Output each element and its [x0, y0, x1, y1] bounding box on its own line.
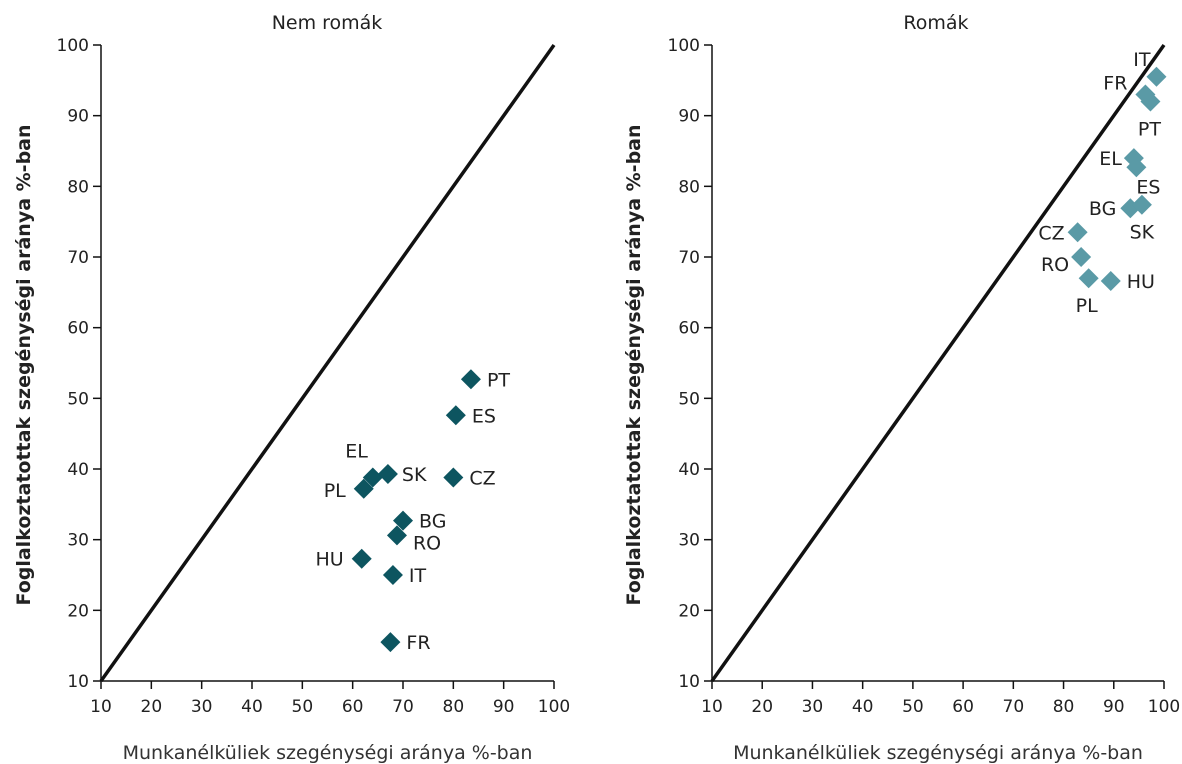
y-tick-label: 100	[668, 36, 700, 56]
y-tick-label: 70	[678, 248, 700, 268]
y-tick-label: 50	[678, 389, 700, 409]
point-label-ro: RO	[1041, 254, 1069, 276]
x-tick-label: 60	[342, 697, 364, 717]
data-point-it	[383, 565, 403, 585]
point-label-ro: RO	[413, 532, 441, 554]
x-tick-label: 70	[392, 697, 414, 717]
y-tick-label: 50	[67, 389, 89, 409]
y-tick-label: 20	[67, 601, 89, 621]
point-label-pt: PT	[1138, 119, 1161, 141]
y-tick-label: 60	[67, 319, 89, 339]
reference-diagonal-line	[101, 45, 554, 681]
y-tick-label: 100	[57, 36, 89, 56]
x-tick-label: 20	[141, 697, 163, 717]
data-point-pt	[461, 369, 481, 389]
x-tick-label: 40	[852, 697, 874, 717]
y-tick-label: 20	[678, 601, 700, 621]
y-tick-label: 30	[67, 531, 89, 551]
data-point-es	[446, 405, 466, 425]
data-point-cz	[1068, 222, 1088, 242]
y-tick-label: 90	[67, 107, 89, 127]
point-label-hu: HU	[316, 549, 344, 571]
point-label-fr: FR	[1103, 72, 1127, 94]
point-label-es: ES	[472, 405, 496, 427]
point-label-cz: CZ	[1038, 222, 1064, 244]
point-label-pl: PL	[1076, 295, 1098, 317]
x-tick-label: 30	[802, 697, 824, 717]
x-tick-label: 30	[191, 697, 213, 717]
point-label-el: EL	[345, 440, 368, 462]
point-label-es: ES	[1136, 176, 1160, 198]
chart-panel-2: Romák 10 20 30 40 50 60 70 80 90 100 10 20 30 40 50 60 70…	[623, 12, 1180, 764]
y-tick-label: 40	[67, 460, 89, 480]
y-tick-label: 70	[67, 248, 89, 268]
x-tick-label: 80	[1053, 697, 1075, 717]
data-point-hu	[352, 549, 372, 569]
x-axis-label: Munkanélküliek szegénységi aránya %-ban	[733, 742, 1143, 764]
data-point-fr	[380, 632, 400, 652]
point-label-sk: SK	[1130, 222, 1155, 244]
x-tick-label: 50	[292, 697, 314, 717]
x-axis-label: Munkanélküliek szegénységi aránya %-ban	[123, 742, 533, 764]
y-tick-label: 10	[67, 672, 89, 692]
reference-diagonal-line	[712, 45, 1164, 681]
point-label-sk: SK	[402, 464, 427, 486]
x-tick-label: 10	[701, 697, 723, 717]
point-label-hu: HU	[1127, 271, 1155, 293]
point-label-it: IT	[1133, 49, 1151, 71]
y-axis-label: Foglalkoztatottak szegénységi aránya %-b…	[623, 124, 645, 605]
x-tick-label: 60	[952, 697, 974, 717]
x-tick-label: 90	[1103, 697, 1125, 717]
y-tick-label: 80	[67, 177, 89, 197]
y-tick-label: 60	[678, 319, 700, 339]
x-tick-label: 90	[493, 697, 515, 717]
chart-title: Nem romák	[272, 12, 383, 34]
y-tick-label: 10	[678, 672, 700, 692]
y-tick-label: 30	[678, 531, 700, 551]
point-label-pl: PL	[324, 480, 346, 502]
x-tick-label: 100	[538, 697, 570, 717]
x-tick-label: 70	[1003, 697, 1025, 717]
data-point-cz	[443, 467, 463, 487]
y-axis-label: Foglalkoztatottak szegénységi aránya %-b…	[13, 124, 35, 605]
x-tick-label: 40	[241, 697, 263, 717]
y-tick-label: 80	[678, 177, 700, 197]
data-point-sk	[378, 464, 398, 484]
point-label-bg: BG	[419, 511, 446, 533]
point-label-cz: CZ	[469, 467, 495, 489]
chart-panel-1: Nem romák 10 20 30 40 50 60 70 80 90 100 10 20 30 40 50…	[13, 12, 570, 764]
x-tick-label: 100	[1148, 697, 1180, 717]
data-point-ro	[1071, 247, 1091, 267]
point-label-bg: BG	[1089, 198, 1116, 220]
point-label-it: IT	[409, 565, 427, 587]
y-tick-label: 90	[678, 107, 700, 127]
point-label-pt: PT	[487, 369, 510, 391]
data-point-pl	[1079, 268, 1099, 288]
y-tick-label: 40	[678, 460, 700, 480]
data-point-hu	[1101, 271, 1121, 291]
point-label-el: EL	[1099, 148, 1122, 170]
x-tick-label: 10	[90, 697, 112, 717]
chart-title: Romák	[903, 12, 968, 34]
x-tick-label: 50	[902, 697, 924, 717]
x-tick-label: 20	[751, 697, 773, 717]
point-label-fr: FR	[406, 632, 430, 654]
x-tick-label: 80	[443, 697, 465, 717]
